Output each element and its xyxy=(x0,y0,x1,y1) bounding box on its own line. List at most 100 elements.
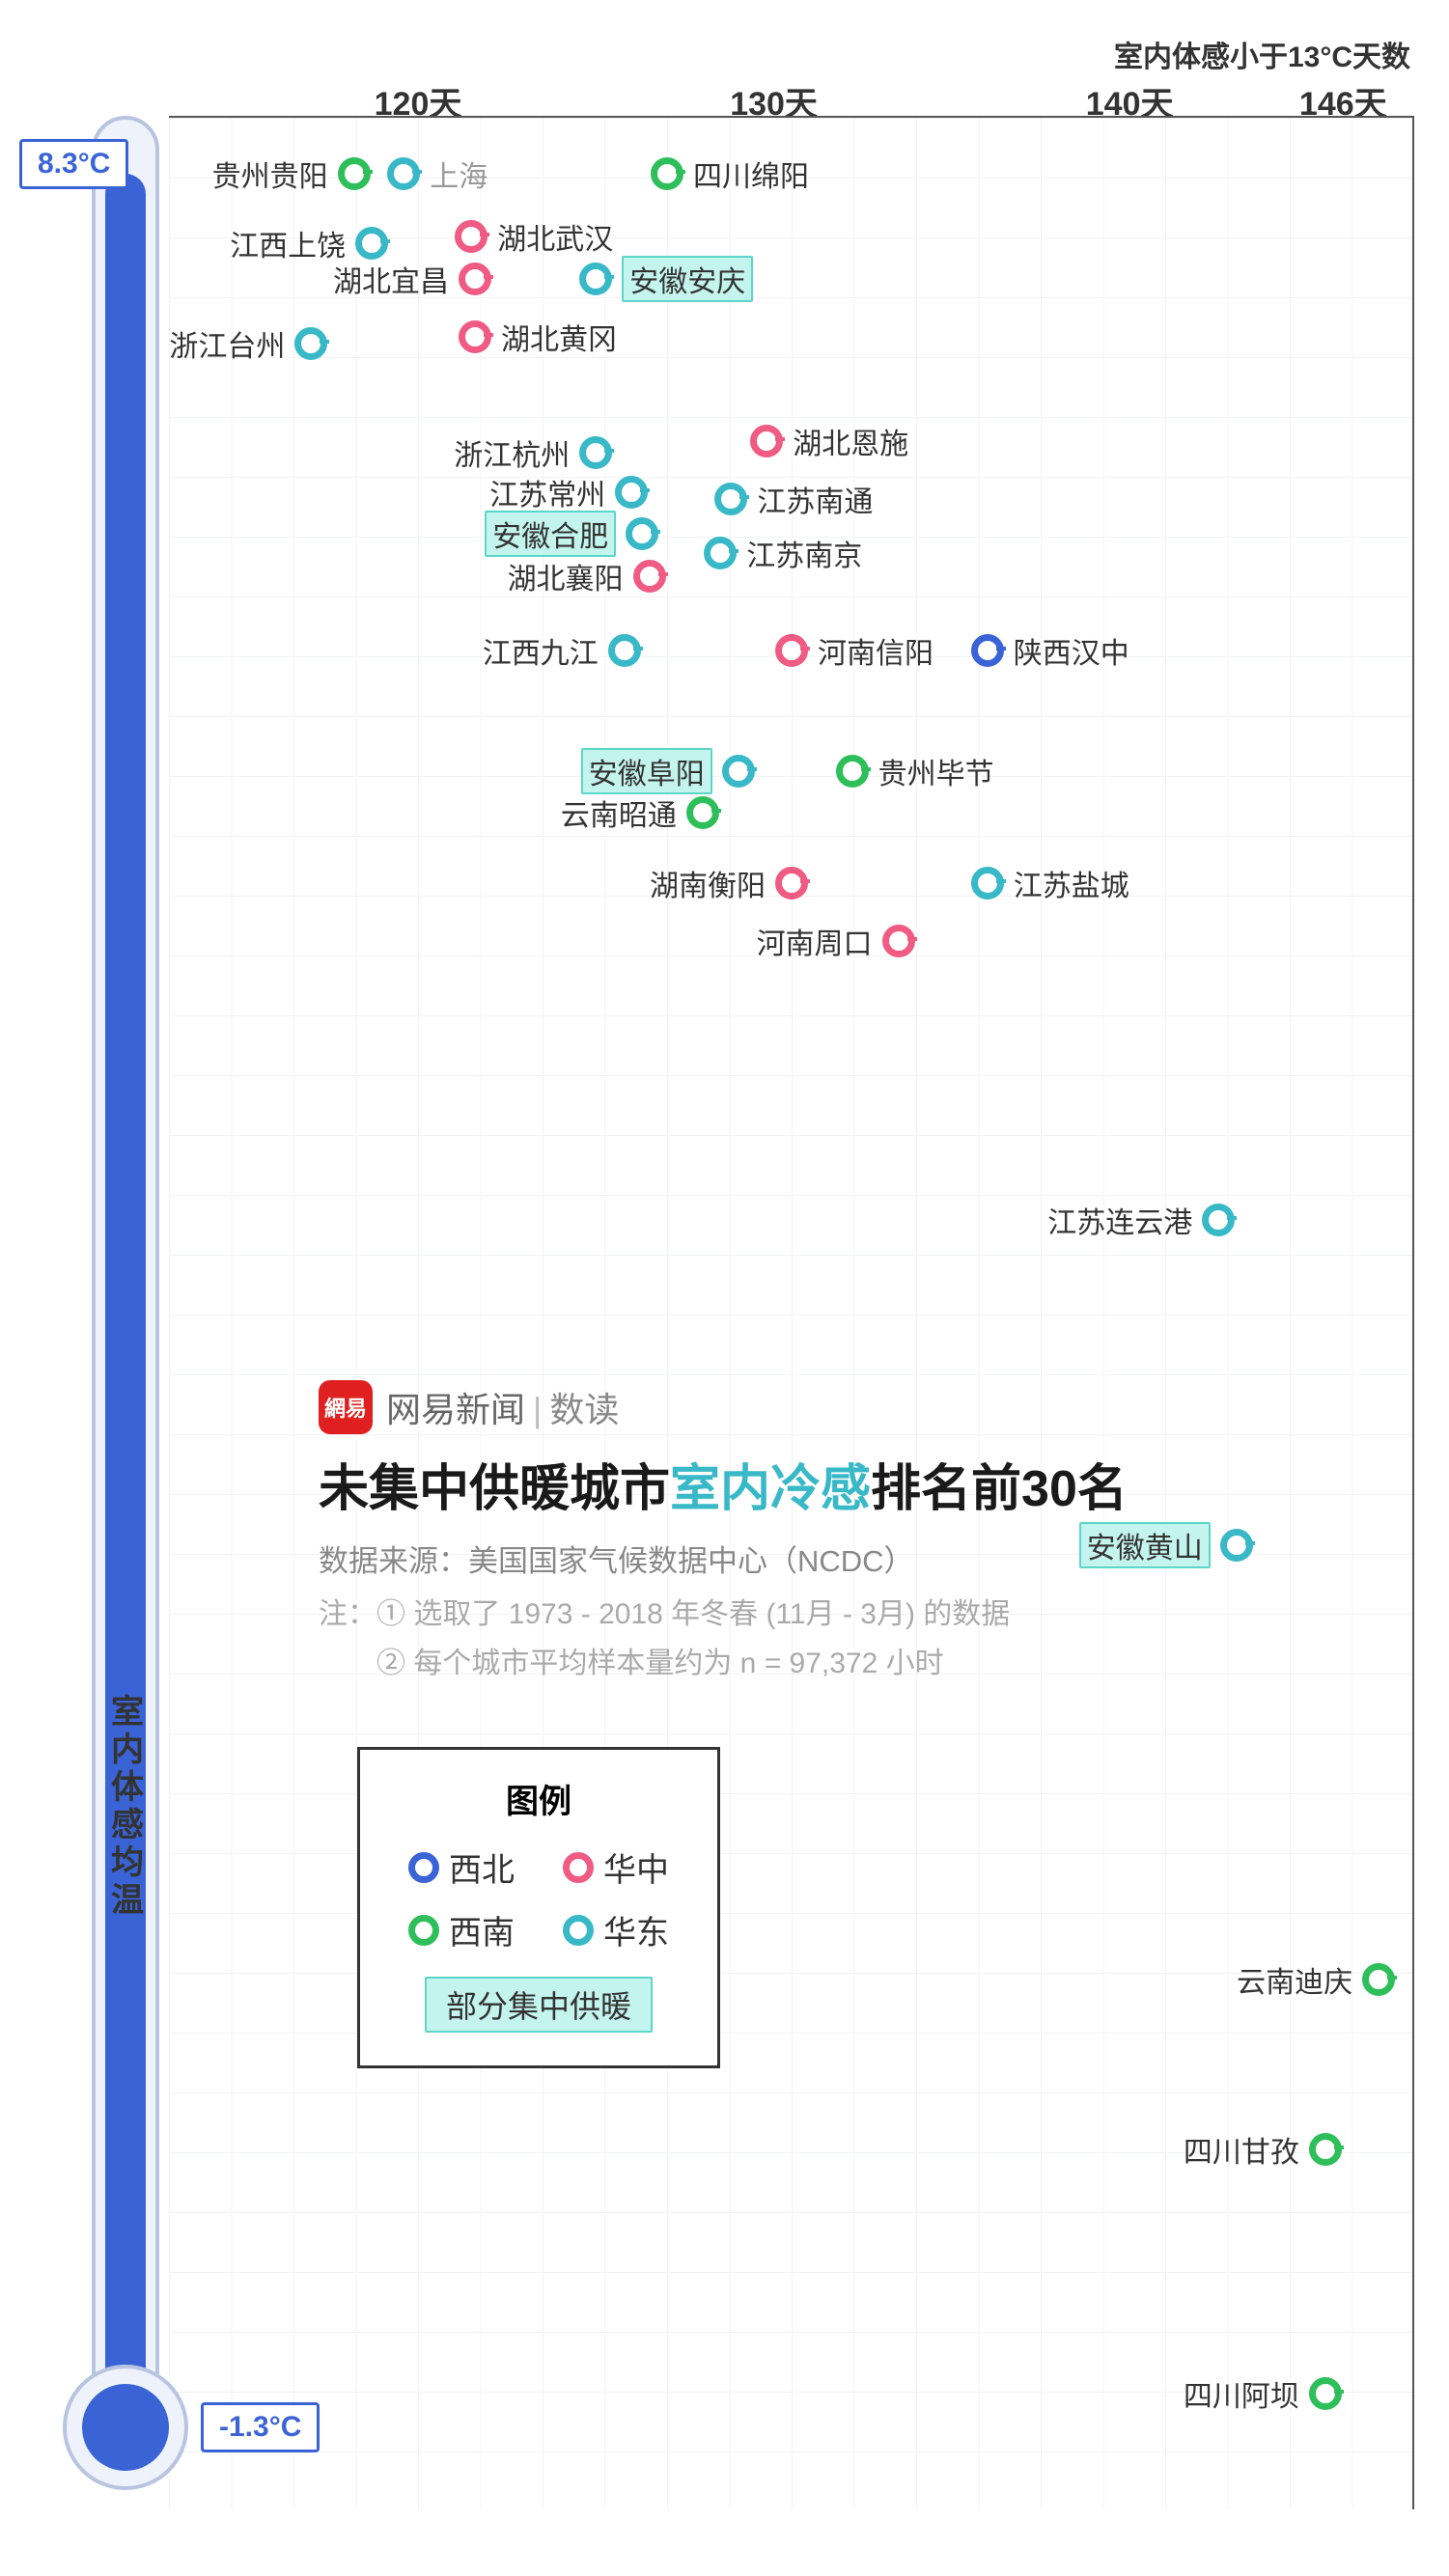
marker-icon xyxy=(294,327,327,360)
city-label: 云南迪庆 xyxy=(1237,1958,1352,2001)
info-block: 網易 网易新闻|数读 未集中供暖城市室内冷感排名前30名 数据来源：美国国家气候… xyxy=(319,1380,1178,1688)
marker-icon xyxy=(686,796,719,829)
city-label: 陕西汉中 xyxy=(1014,629,1129,672)
city-label: 江苏南通 xyxy=(757,478,873,520)
city-point: 陕西汉中 xyxy=(971,629,1129,672)
legend-item-sw: 西南 xyxy=(408,1906,515,1953)
marker-icon xyxy=(355,227,388,260)
city-point: 安徽黄山 xyxy=(1079,1522,1253,1568)
city-point: 湖北襄阳 xyxy=(508,555,666,597)
marker-icon xyxy=(722,755,755,788)
city-label: 安徽安庆 xyxy=(622,256,753,302)
city-label: 河南周口 xyxy=(757,920,873,962)
city-label: 江苏南京 xyxy=(746,532,862,574)
legend-partial-heating: 部分集中供暖 xyxy=(425,1977,653,2033)
city-point: 江苏盐城 xyxy=(971,862,1129,904)
legend-item-ec: 华东 xyxy=(563,1906,669,1953)
city-label: 湖南衡阳 xyxy=(650,862,766,904)
y-tick: 3°C xyxy=(72,1373,154,1414)
city-point: 云南昭通 xyxy=(561,791,719,834)
city-label: 湖北黄冈 xyxy=(501,316,617,358)
y-tick: 7°C xyxy=(72,444,154,485)
city-point: 湖北宜昌 xyxy=(333,258,491,300)
city-label: 贵州贵阳 xyxy=(212,152,328,195)
city-label: 湖北恩施 xyxy=(793,420,908,462)
y-tick: 5°C xyxy=(72,909,154,950)
city-point: 湖北黄冈 xyxy=(459,316,617,358)
city-label: 江苏常州 xyxy=(489,471,605,513)
legend-item-nw: 西北 xyxy=(408,1843,515,1891)
city-label: 湖北襄阳 xyxy=(508,555,624,597)
city-label: 江苏盐城 xyxy=(1014,862,1129,904)
legend-title: 图例 xyxy=(408,1775,669,1822)
city-point: 贵州毕节 xyxy=(836,750,994,792)
city-point: 云南迪庆 xyxy=(1237,1958,1395,2001)
city-point: 江苏南通 xyxy=(714,478,873,520)
marker-icon xyxy=(750,425,783,457)
brand-badge: 網易 xyxy=(319,1380,373,1434)
marker-icon xyxy=(1202,1204,1235,1236)
marker-icon xyxy=(1309,2133,1342,2166)
marker-icon xyxy=(579,436,612,469)
marker-icon xyxy=(633,560,666,593)
marker-icon xyxy=(455,220,488,253)
city-label: 江西九江 xyxy=(483,629,599,672)
marker-icon xyxy=(459,320,491,353)
city-point: 湖北武汉 xyxy=(455,215,613,258)
marker-icon xyxy=(836,755,869,788)
city-label: 四川绵阳 xyxy=(693,152,809,195)
city-label: 贵州毕节 xyxy=(878,750,994,792)
city-point: 浙江杭州 xyxy=(454,431,612,474)
y-tick: 6°C xyxy=(72,677,154,717)
marker-icon xyxy=(1309,2377,1342,2410)
city-point: 湖南衡阳 xyxy=(650,862,808,904)
city-point: 四川阿坝 xyxy=(1184,2372,1342,2415)
headline: 未集中供暖城市室内冷感排名前30名 xyxy=(319,1455,1178,1523)
y-tick: 4°C xyxy=(72,1141,154,1181)
canvas: 室内体感小于13°C天数 120天130天140天146天 0°C1°C2°C3… xyxy=(0,0,1449,2576)
city-point: 安徽安庆 xyxy=(579,256,753,302)
marker-icon xyxy=(615,476,648,509)
marker-icon xyxy=(338,157,371,190)
marker-icon xyxy=(459,263,491,295)
city-point: 安徽阜阳 xyxy=(581,748,755,794)
city-label: 湖北武汉 xyxy=(497,215,613,258)
marker-icon xyxy=(971,867,1004,900)
city-label: 浙江杭州 xyxy=(454,431,570,474)
marker-icon xyxy=(775,867,808,900)
legend-item-cc: 华中 xyxy=(563,1843,669,1891)
city-point: 四川绵阳 xyxy=(651,152,809,195)
marker-icon xyxy=(579,263,612,295)
marker-icon xyxy=(971,634,1004,667)
marker-icon xyxy=(714,483,747,515)
city-point: 上海 xyxy=(387,152,488,195)
city-label: 江西上饶 xyxy=(230,222,346,264)
marker-icon xyxy=(651,157,683,190)
x-axis-title: 室内体感小于13°C天数 xyxy=(1114,33,1410,75)
city-label: 浙江台州 xyxy=(169,322,285,365)
city-label: 上海 xyxy=(430,152,488,195)
notes: 注：① 选取了 1973 - 2018 年冬春 (11月 - 3月) 的数据 ②… xyxy=(319,1590,1178,1688)
marker-icon xyxy=(704,537,737,569)
city-label: 云南昭通 xyxy=(561,791,677,834)
city-label: 安徽阜阳 xyxy=(581,748,712,794)
city-point: 江苏连云港 xyxy=(1047,1199,1235,1241)
marker-icon xyxy=(1362,1963,1395,1996)
y-axis-title: 室 内 体 感 均 温 xyxy=(111,1694,144,1921)
city-label: 安徽黄山 xyxy=(1079,1522,1211,1568)
marker-icon xyxy=(775,634,808,667)
brand-text: 网易新闻|数读 xyxy=(386,1382,619,1432)
city-point: 浙江台州 xyxy=(169,322,327,365)
y-tick: 2°C xyxy=(72,1606,154,1647)
city-label: 河南信阳 xyxy=(818,629,933,672)
city-point: 安徽合肥 xyxy=(485,511,658,557)
city-label: 江苏连云港 xyxy=(1047,1199,1192,1241)
marker-icon xyxy=(608,634,641,667)
brand-row: 網易 网易新闻|数读 xyxy=(319,1380,1178,1434)
marker-icon xyxy=(626,517,658,550)
city-label: 四川阿坝 xyxy=(1184,2372,1299,2415)
thermo-top-label: 8.3°C xyxy=(19,139,128,189)
city-point: 江苏常州 xyxy=(489,471,648,513)
source-line: 数据来源：美国国家气候数据中心（NCDC） xyxy=(319,1537,1178,1580)
city-point: 江西九江 xyxy=(483,629,641,672)
